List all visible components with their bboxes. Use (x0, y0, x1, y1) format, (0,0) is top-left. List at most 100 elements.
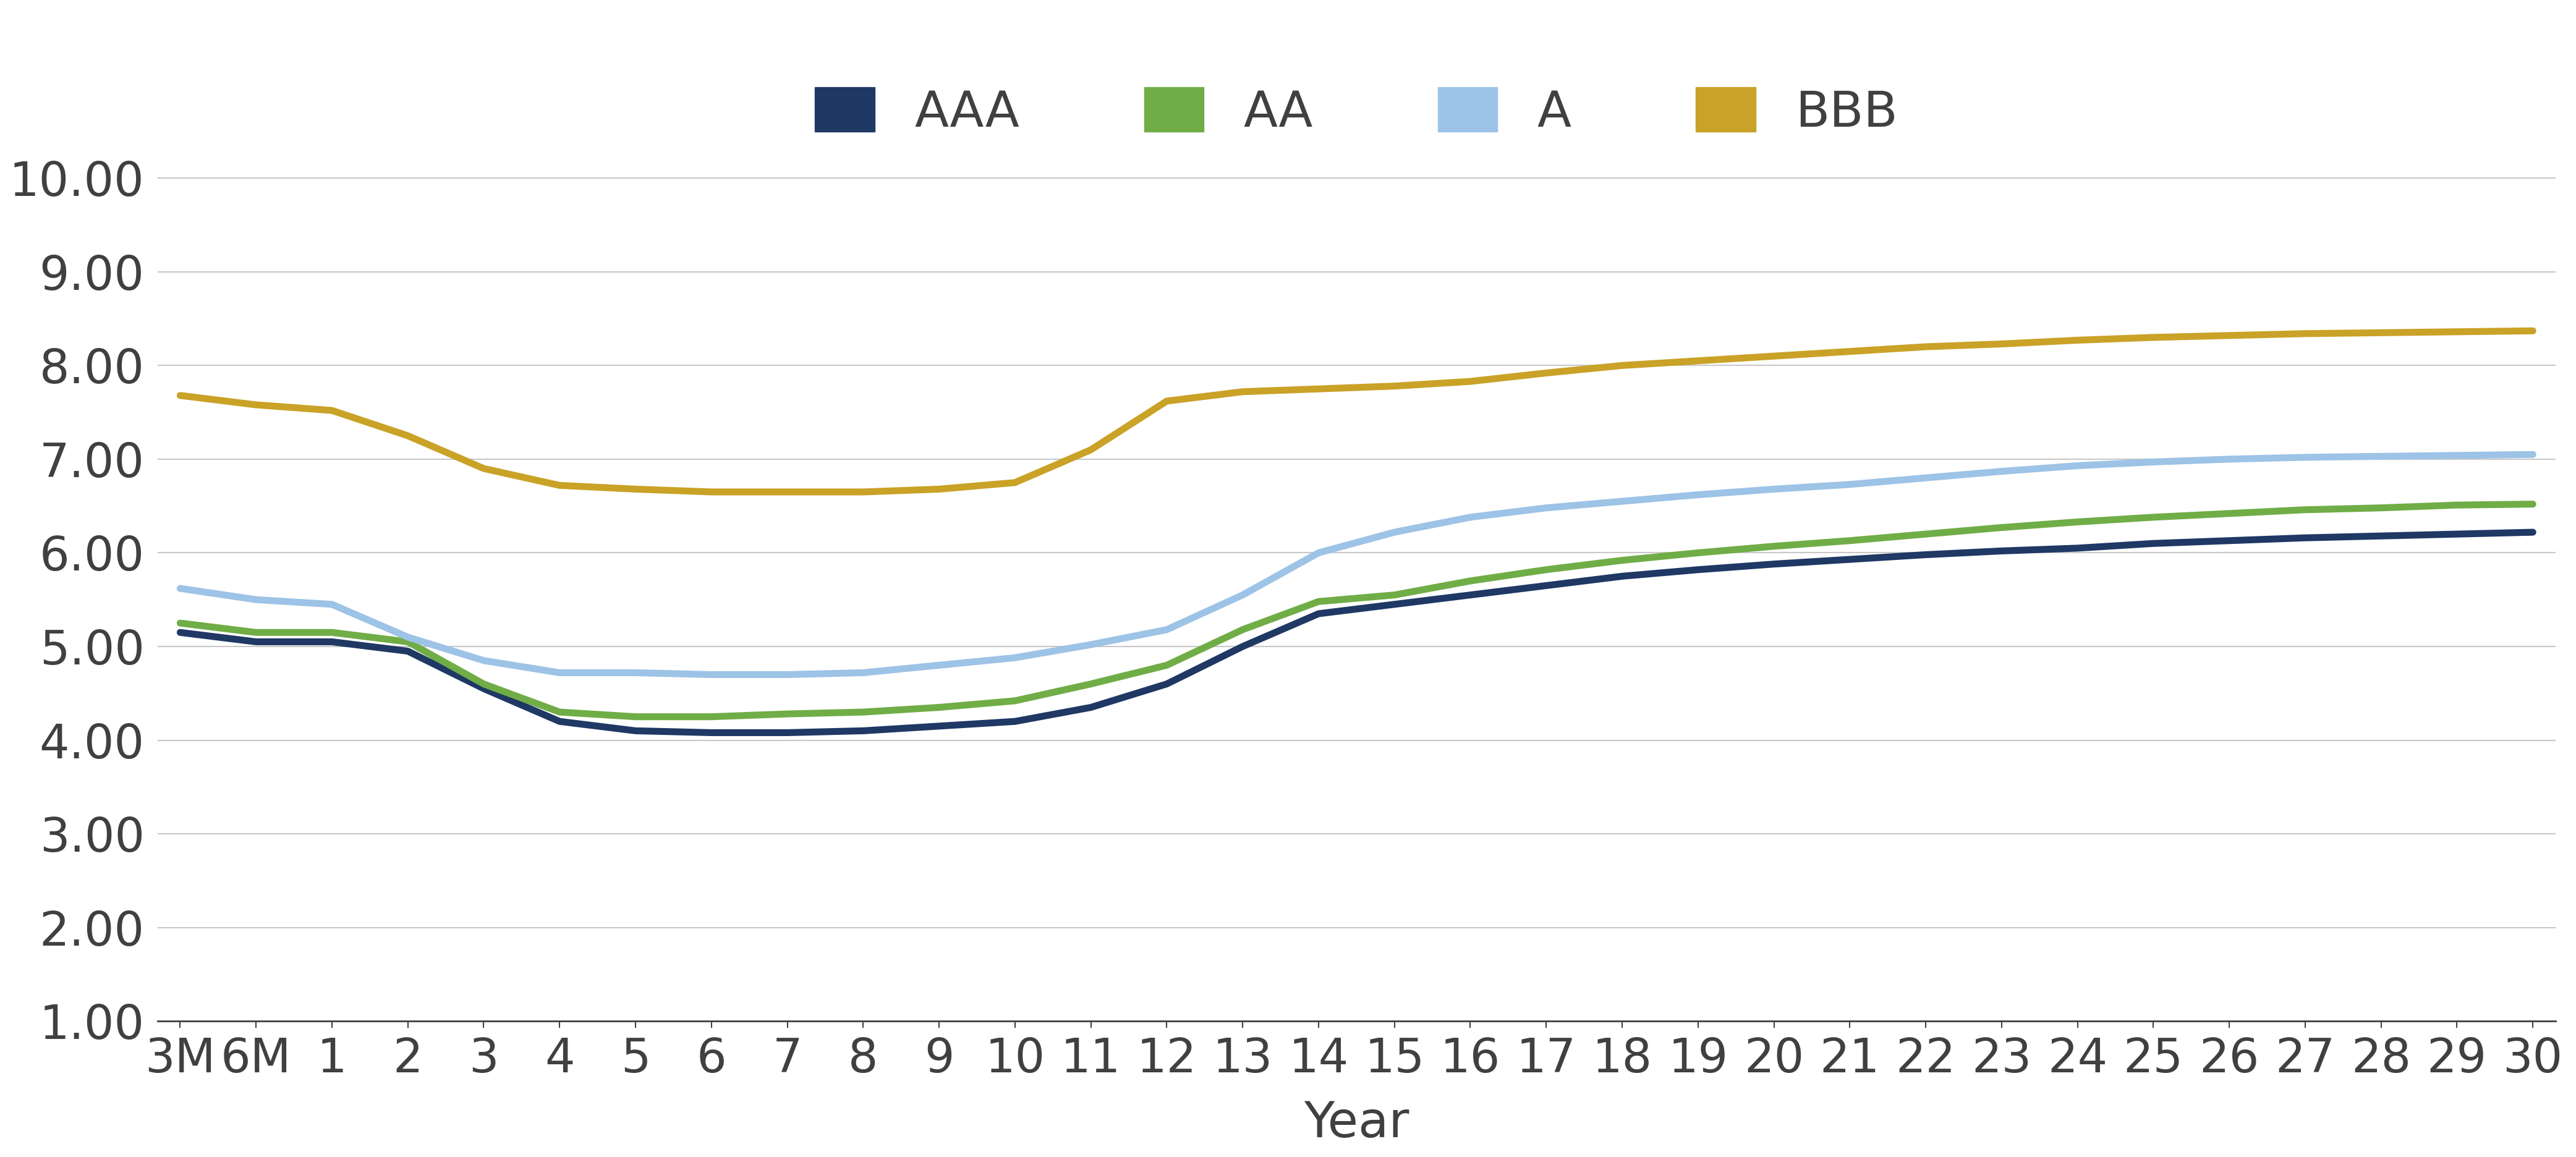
A (1074, 638, 1105, 651)
AA (1607, 553, 1638, 567)
A (1303, 546, 1334, 560)
AAA (2290, 531, 2321, 545)
BBB (2061, 333, 2092, 347)
BBB (1226, 385, 1257, 399)
AA (2517, 498, 2548, 511)
AAA (999, 715, 1030, 729)
A (999, 650, 1030, 664)
A (2365, 449, 2396, 463)
BBB (2213, 329, 2244, 342)
A (1607, 494, 1638, 508)
A (2213, 452, 2244, 466)
A (392, 631, 422, 644)
AA (2290, 503, 2321, 517)
Line: AA: AA (180, 504, 2532, 716)
BBB (392, 429, 422, 443)
BBB (2290, 326, 2321, 340)
AA (2442, 499, 2473, 513)
AA (1151, 658, 1182, 672)
BBB (469, 462, 500, 476)
AA (1455, 574, 1486, 588)
AAA (1759, 558, 1790, 572)
BBB (1834, 345, 1865, 359)
AAA (1151, 677, 1182, 691)
AAA (1986, 544, 2017, 558)
AAA (2517, 525, 2548, 539)
AA (317, 626, 348, 640)
AA (165, 617, 196, 631)
AAA (1226, 640, 1257, 654)
A (1226, 588, 1257, 602)
A (1530, 501, 1561, 515)
BBB (1986, 337, 2017, 351)
AAA (2061, 541, 2092, 555)
BBB (1151, 395, 1182, 408)
A (544, 665, 574, 679)
AAA (544, 715, 574, 729)
A (1682, 488, 1713, 502)
AAA (848, 724, 878, 738)
BBB (773, 485, 804, 499)
BBB (696, 485, 726, 499)
AA (2213, 507, 2244, 521)
A (469, 654, 500, 668)
BBB (2517, 324, 2548, 338)
BBB (1303, 382, 1334, 396)
AA (848, 705, 878, 718)
AAA (1074, 700, 1105, 714)
AA (544, 705, 574, 718)
AA (1378, 588, 1409, 602)
A (1986, 464, 2017, 478)
AAA (2138, 537, 2169, 551)
A (925, 658, 956, 672)
AA (1074, 677, 1105, 691)
A (1911, 471, 1942, 485)
BBB (317, 404, 348, 418)
BBB (1455, 375, 1486, 389)
AA (696, 709, 726, 723)
BBB (2442, 325, 2473, 339)
BBB (1074, 443, 1105, 457)
BBB (1911, 340, 1942, 354)
A (317, 597, 348, 611)
X-axis label: Year: Year (1303, 1099, 1409, 1148)
AAA (2442, 528, 2473, 541)
AA (1530, 562, 1561, 576)
AAA (773, 725, 804, 739)
Line: A: A (180, 455, 2532, 675)
AA (1911, 528, 1942, 541)
AA (925, 700, 956, 714)
BBB (165, 389, 196, 403)
AAA (696, 725, 726, 739)
AA (1303, 595, 1334, 609)
A (2517, 448, 2548, 462)
BBB (1682, 354, 1713, 368)
AAA (240, 635, 270, 649)
AAA (1378, 597, 1409, 611)
A (696, 668, 726, 681)
BBB (544, 479, 574, 493)
A (1455, 510, 1486, 524)
A (621, 665, 652, 679)
AA (1759, 539, 1790, 553)
AAA (469, 681, 500, 695)
BBB (925, 482, 956, 496)
BBB (999, 476, 1030, 489)
AA (1986, 521, 2017, 535)
AA (2138, 510, 2169, 524)
AAA (621, 724, 652, 738)
AAA (392, 644, 422, 658)
BBB (848, 485, 878, 499)
AAA (317, 635, 348, 649)
AA (621, 709, 652, 723)
AA (773, 707, 804, 721)
AAA (2213, 533, 2244, 547)
BBB (1607, 359, 1638, 373)
A (2442, 449, 2473, 463)
AA (1834, 533, 1865, 547)
A (2138, 455, 2169, 469)
A (1759, 482, 1790, 496)
AA (999, 694, 1030, 708)
AAA (2365, 529, 2396, 543)
Line: AAA: AAA (180, 532, 2532, 732)
